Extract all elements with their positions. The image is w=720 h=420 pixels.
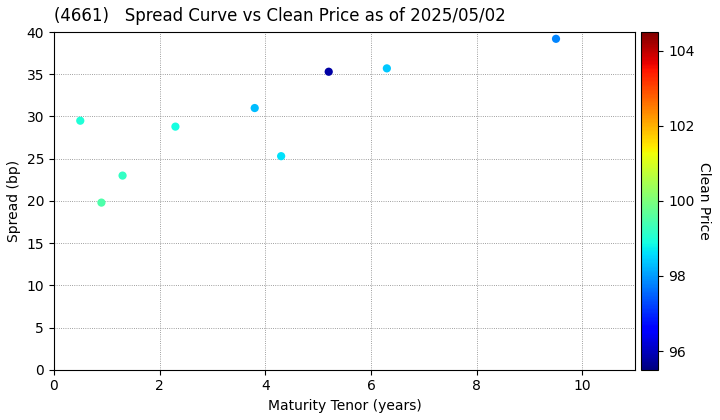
Point xyxy=(381,65,392,72)
X-axis label: Maturity Tenor (years): Maturity Tenor (years) xyxy=(268,399,421,413)
Point xyxy=(74,117,86,124)
Point xyxy=(323,68,335,75)
Point xyxy=(170,123,181,130)
Point xyxy=(550,35,562,42)
Y-axis label: Spread (bp): Spread (bp) xyxy=(7,160,21,242)
Point xyxy=(275,153,287,160)
Y-axis label: Clean Price: Clean Price xyxy=(697,162,711,240)
Point xyxy=(249,105,261,111)
Point xyxy=(96,199,107,206)
Point xyxy=(117,172,128,179)
Text: (4661)   Spread Curve vs Clean Price as of 2025/05/02: (4661) Spread Curve vs Clean Price as of… xyxy=(54,7,505,25)
